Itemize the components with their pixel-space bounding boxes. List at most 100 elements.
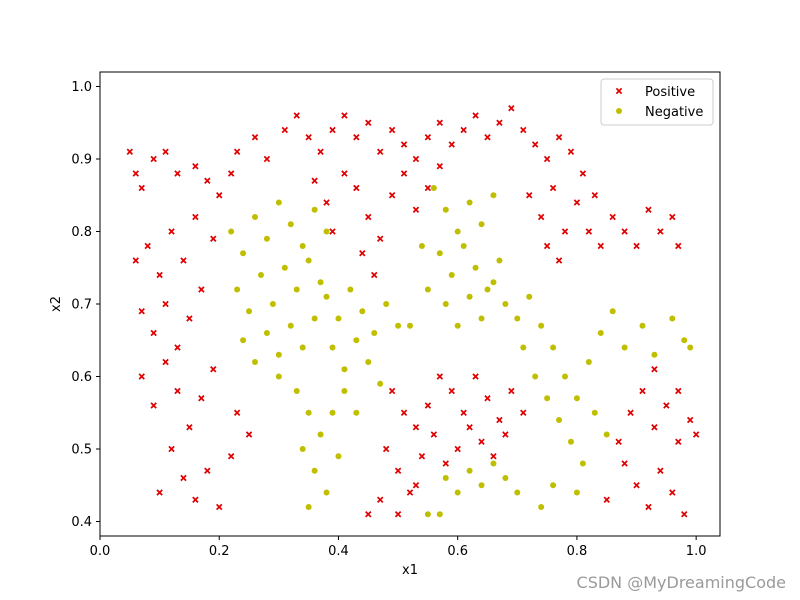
positive-point [675,387,682,395]
negative-point [478,221,485,228]
positive-point [210,366,217,373]
negative-point [299,344,306,351]
x-tick-label: 0.2 [209,544,230,559]
legend-swatch-positive [615,87,623,95]
negative-point [687,344,694,351]
negative-point [323,489,330,496]
positive-point [168,445,175,453]
positive-point [156,271,163,279]
negative-point [287,322,294,329]
negative-point [490,460,497,467]
negative-point [263,330,270,336]
positive-point [323,199,330,206]
negative-point [514,489,521,496]
x-tick-label: 0.0 [90,544,111,559]
negative-point [287,221,294,228]
negative-point [305,409,312,416]
negative-point [359,308,366,315]
positive-point [651,366,658,373]
positive-point [341,112,348,119]
legend-marker-positive [615,87,623,95]
positive-point [466,424,473,431]
negative-point [365,359,372,365]
negative-point [490,279,497,286]
positive-point [150,402,157,409]
positive-point [186,424,193,431]
negative-point [353,337,360,344]
positive-point [573,199,581,206]
positive-point [651,424,658,431]
positive-point [341,170,348,177]
positive-point [645,503,652,511]
positive-point [472,373,479,380]
positive-point [531,141,539,148]
positive-point [186,315,193,322]
positive-point [555,134,563,141]
positive-point [138,308,145,315]
negative-point [436,511,443,518]
negative-point [299,446,306,452]
negative-point [562,373,568,380]
plot-area [99,71,721,537]
x-axis-label: x1 [402,563,418,578]
positive-point [448,141,455,148]
positive-point [555,257,563,264]
positive-point [245,431,253,438]
y-tick-label: 0.9 [71,153,92,168]
positive-point [543,242,551,250]
positive-point [609,213,616,221]
negative-point [323,293,330,300]
positive-point [317,148,324,155]
negative-point [329,409,336,416]
positive-point [585,228,593,235]
positive-point [281,126,289,134]
negative-point [639,322,646,329]
positive-point [394,511,402,518]
positive-point [508,387,515,395]
negative-point [621,344,628,351]
negative-point [448,272,455,278]
negative-point [293,388,300,394]
y-tick-label: 1.0 [71,80,92,95]
y-axis-label: x2 [49,296,64,312]
positive-point [174,170,181,177]
negative-point [466,467,473,474]
negative-point [502,301,509,307]
positive-point [567,148,575,155]
positive-point [543,155,551,163]
negative-point [579,460,586,467]
negative-point [460,243,467,249]
positive-point [472,112,479,119]
negative-point [353,409,360,416]
negative-point [573,489,580,496]
negative-point [597,330,604,336]
data-points [126,105,700,518]
negative-point [424,511,431,518]
positive-point [496,416,503,424]
positive-point [633,242,640,250]
negative-point [526,293,533,300]
positive-point [162,148,169,155]
positive-point [365,213,372,221]
negative-point [466,293,473,300]
positive-point [603,496,610,503]
positive-point [657,467,664,474]
negative-point [609,308,616,315]
negative-point [317,431,324,438]
positive-point [251,134,259,141]
negative-point [424,286,431,293]
positive-point [162,300,169,308]
negative-point [496,257,503,264]
negative-point [323,228,330,235]
positive-point [138,184,145,192]
negative-point [281,264,288,271]
negative-point [418,243,425,249]
positive-point [490,453,497,460]
positive-point [633,482,640,489]
negative-point [275,351,282,358]
positive-point [549,184,557,192]
negative-point [538,322,545,329]
negative-point [484,286,491,293]
legend-marker-negative [616,108,622,114]
